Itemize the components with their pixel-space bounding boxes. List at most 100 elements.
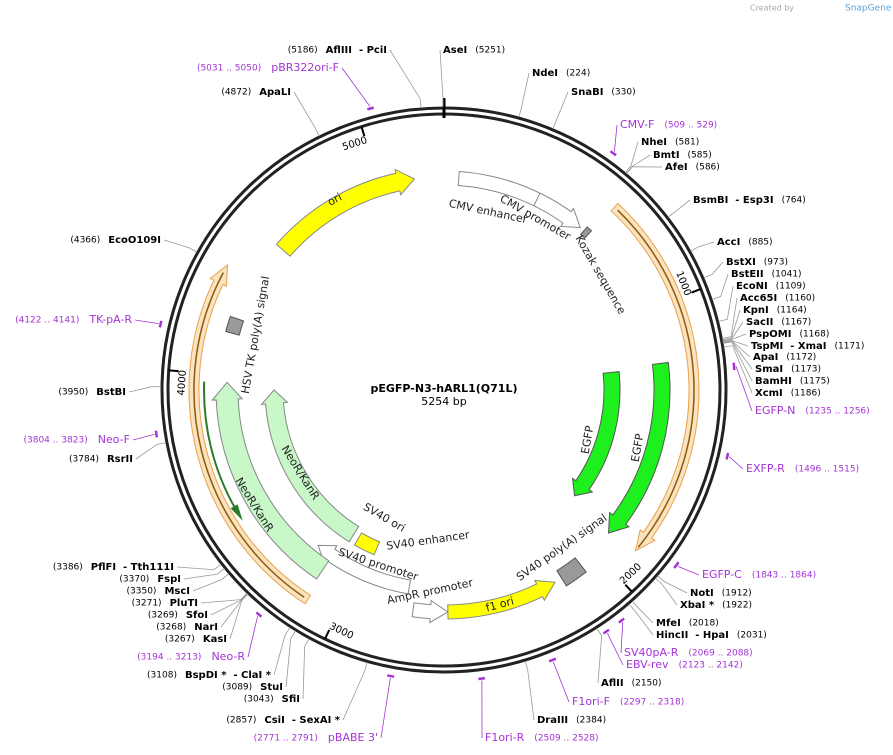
feature-shape xyxy=(275,168,416,257)
feature-shape xyxy=(211,381,330,580)
feature-shape xyxy=(260,389,360,543)
site-name: FspI xyxy=(157,574,181,585)
site-position: (4366) xyxy=(70,236,100,246)
feature-shape xyxy=(571,371,621,497)
ring-tick xyxy=(624,583,633,593)
feature-shape xyxy=(556,557,587,587)
primer-range: (2297 .. 2318) xyxy=(620,698,684,708)
site-leader xyxy=(723,341,753,382)
site-leader xyxy=(624,141,639,173)
feature-shape xyxy=(411,599,449,624)
primer-mark xyxy=(548,657,557,663)
site-leader xyxy=(723,345,753,394)
primer-leader xyxy=(134,319,159,325)
feature-shape xyxy=(225,315,245,336)
site-position: (1109) xyxy=(776,282,806,292)
site-name: KasI xyxy=(203,634,227,645)
primer-mark xyxy=(387,674,395,678)
primer-leader xyxy=(735,366,753,412)
primer-name: EXFP-R xyxy=(746,462,785,475)
site-name: AseI xyxy=(443,45,467,56)
site-name: DraIII xyxy=(537,715,568,726)
primer-range: (2509 .. 2528) xyxy=(534,734,598,744)
site-leader xyxy=(722,340,753,370)
primer-name: F1ori-F xyxy=(572,695,610,708)
feature-shape xyxy=(607,361,671,534)
primer-leader xyxy=(552,661,570,703)
site-position: (3268) xyxy=(156,623,186,633)
site-position: (3370) xyxy=(119,575,149,585)
site-name: EcoNI xyxy=(736,281,768,292)
site-leader xyxy=(176,563,222,571)
site-name: PspOMI xyxy=(749,329,791,340)
site-name: XbaI * xyxy=(680,600,715,611)
ring-tick xyxy=(168,369,179,373)
feature-shape xyxy=(188,263,312,605)
ring-tick xyxy=(691,288,702,294)
site-name: BstBI xyxy=(96,387,126,398)
site-leader xyxy=(163,239,198,253)
site-name: PflFI - Tth111I xyxy=(91,562,174,573)
ring-tick-label: 5000 xyxy=(341,135,369,153)
site-leader xyxy=(302,638,310,700)
site-name: AccI xyxy=(717,237,740,248)
site-position: (2018) xyxy=(689,619,719,629)
site-name: EcoO109I xyxy=(108,235,161,246)
feature-label: Kozak sequence xyxy=(573,233,629,317)
site-leader xyxy=(626,166,663,174)
site-position: (330) xyxy=(611,88,635,98)
site-position: (3269) xyxy=(148,611,178,621)
primer-leader xyxy=(620,622,624,654)
site-position: (2150) xyxy=(632,679,662,689)
site-position: (1171) xyxy=(834,342,864,352)
site-leader xyxy=(439,49,444,108)
primer-range: (4122 .. 4141) xyxy=(15,316,79,326)
primer-name: F1ori-R xyxy=(485,731,525,744)
site-leader xyxy=(128,386,162,393)
primer-mark xyxy=(255,611,263,618)
site-position: (586) xyxy=(696,163,720,173)
feature-label: HSV TK poly(A) signal xyxy=(239,275,272,395)
primer-range: (5031 .. 5050) xyxy=(197,64,261,74)
site-leader xyxy=(524,661,535,721)
site-name: AflII xyxy=(601,678,624,689)
primer-range: (3194 .. 3213) xyxy=(137,653,201,663)
primer-name: EGFP-C xyxy=(702,568,742,581)
feature-shape xyxy=(447,579,556,620)
site-position: (973) xyxy=(764,258,788,268)
site-name: SfiI xyxy=(282,694,300,705)
site-position: (5186) xyxy=(288,46,318,56)
site-leader xyxy=(192,573,229,592)
primer-name: pBR322ori-F xyxy=(271,61,339,74)
site-leader xyxy=(667,199,691,218)
site-leader xyxy=(628,603,654,636)
site-position: (3784) xyxy=(69,455,99,465)
feature-shape xyxy=(579,226,593,239)
site-position: (4872) xyxy=(221,88,251,98)
plasmid-name: pEGFP-N3-hARL1(Q71L) xyxy=(371,382,518,395)
site-name: BamHI xyxy=(755,376,792,387)
site-name: ApaLI xyxy=(259,87,291,98)
site-name: BsmBI - Esp3I xyxy=(693,195,774,206)
primer-name: Neo-R xyxy=(211,650,245,663)
site-position: (3267) xyxy=(165,635,195,645)
feature-shape xyxy=(317,544,412,595)
site-name: BstXI xyxy=(726,257,756,268)
site-position: (885) xyxy=(748,238,772,248)
feature-label: EGFP xyxy=(579,424,597,455)
site-leader xyxy=(389,49,422,108)
site-name: KpnI xyxy=(743,305,769,316)
site-leader xyxy=(655,577,678,606)
primer-range: (2069 .. 2088) xyxy=(688,649,752,659)
brand: SnapGene xyxy=(845,4,892,14)
site-position: (224) xyxy=(566,69,590,79)
ring-tick xyxy=(324,629,331,640)
site-name: MfeI xyxy=(656,618,681,629)
primer-name: Neo-F xyxy=(98,433,130,446)
site-leader xyxy=(552,91,569,129)
site-leader xyxy=(135,442,167,460)
primer-leader xyxy=(614,124,618,152)
site-name: RsrII xyxy=(107,454,133,465)
site-name: AflIII - PciI xyxy=(326,45,387,56)
